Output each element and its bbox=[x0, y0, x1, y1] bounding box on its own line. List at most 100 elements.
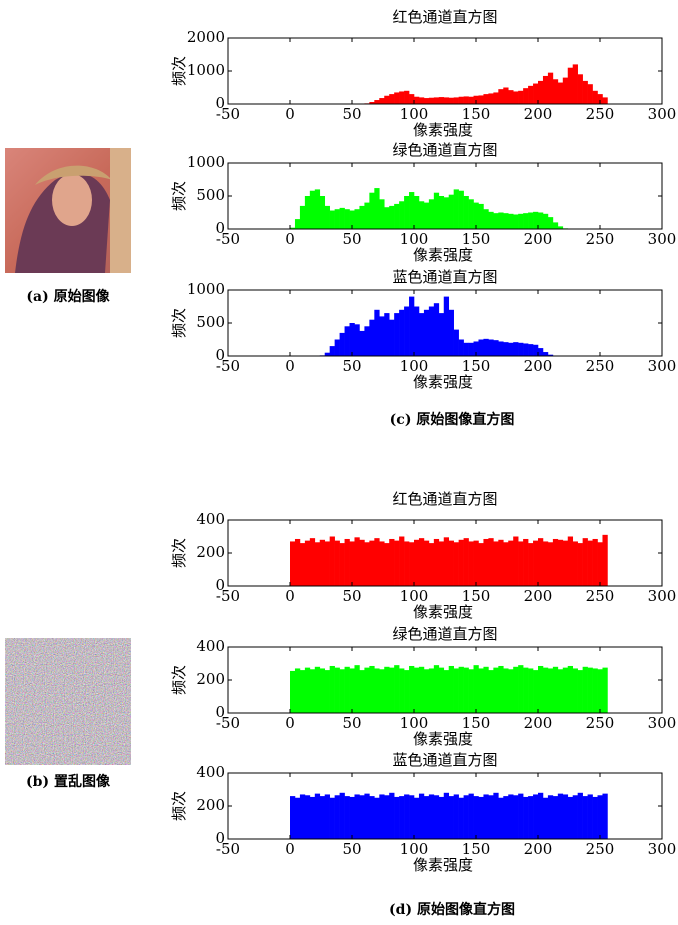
original-image bbox=[5, 148, 131, 273]
x-tick-label: 200 bbox=[524, 357, 553, 375]
x-axis-label: 像素强度 bbox=[413, 856, 473, 874]
bar bbox=[493, 92, 498, 104]
bar bbox=[345, 539, 350, 586]
x-tick-label: 300 bbox=[648, 230, 677, 248]
bar bbox=[518, 343, 523, 356]
scrambled-image bbox=[5, 638, 131, 765]
bar bbox=[384, 207, 389, 229]
bar bbox=[469, 794, 474, 839]
bar bbox=[538, 213, 543, 230]
bar bbox=[528, 86, 533, 104]
y-tick-label: 0 bbox=[215, 94, 225, 112]
bar bbox=[354, 794, 359, 839]
bar bbox=[583, 538, 588, 586]
bar bbox=[568, 666, 573, 713]
bar bbox=[523, 539, 528, 586]
bar bbox=[404, 91, 409, 104]
bar bbox=[483, 209, 488, 229]
bar bbox=[478, 797, 483, 839]
x-tick-label: 250 bbox=[586, 230, 615, 248]
bar bbox=[602, 97, 607, 104]
bar bbox=[394, 204, 399, 229]
bar bbox=[593, 539, 598, 586]
bar bbox=[315, 667, 320, 713]
bar bbox=[598, 795, 603, 839]
bar bbox=[320, 196, 325, 229]
bar bbox=[315, 794, 320, 839]
bar bbox=[459, 340, 464, 357]
bar bbox=[573, 64, 578, 104]
x-tick-label: 250 bbox=[586, 587, 615, 605]
bar bbox=[414, 97, 419, 104]
bar bbox=[379, 98, 384, 104]
bar bbox=[414, 307, 419, 357]
bar bbox=[330, 346, 335, 356]
x-tick-label: 200 bbox=[524, 714, 553, 732]
bar bbox=[320, 796, 325, 839]
x-tick-label: 300 bbox=[648, 105, 677, 123]
x-tick-label: 300 bbox=[648, 714, 677, 732]
bar bbox=[558, 540, 563, 586]
bar bbox=[588, 794, 593, 839]
bar bbox=[374, 798, 379, 839]
bar bbox=[454, 330, 459, 356]
bar bbox=[464, 96, 469, 104]
bar bbox=[464, 538, 469, 586]
bar bbox=[359, 795, 364, 839]
bar bbox=[310, 538, 315, 586]
caption: (b) 置乱图像 bbox=[26, 773, 111, 790]
bar bbox=[389, 539, 394, 586]
bar bbox=[295, 539, 300, 586]
bar bbox=[325, 206, 330, 229]
x-tick-label: 200 bbox=[524, 587, 553, 605]
bar bbox=[508, 669, 513, 713]
x-tick-label: 250 bbox=[586, 714, 615, 732]
bar bbox=[404, 794, 409, 839]
x-axis-label: 像素强度 bbox=[413, 121, 473, 139]
bar bbox=[488, 670, 493, 713]
bar bbox=[350, 323, 355, 356]
x-tick-label: 300 bbox=[648, 840, 677, 858]
bar bbox=[518, 91, 523, 104]
bar bbox=[300, 670, 305, 713]
bar bbox=[340, 208, 345, 229]
bar bbox=[469, 199, 474, 229]
chart-title: 蓝色通道直方图 bbox=[392, 268, 497, 286]
bar bbox=[439, 541, 444, 586]
bar bbox=[548, 542, 553, 586]
bar bbox=[464, 196, 469, 229]
bar bbox=[359, 206, 364, 229]
bar bbox=[508, 214, 513, 229]
bar bbox=[503, 796, 508, 839]
bar bbox=[404, 307, 409, 357]
bar bbox=[350, 541, 355, 586]
bar bbox=[414, 798, 419, 839]
y-axis-label: 频次 bbox=[170, 665, 188, 695]
bar bbox=[290, 671, 295, 713]
bar bbox=[330, 211, 335, 229]
bar bbox=[454, 97, 459, 104]
bar bbox=[553, 79, 558, 104]
bar bbox=[563, 668, 568, 713]
bar bbox=[359, 540, 364, 586]
bar bbox=[340, 333, 345, 356]
bar bbox=[523, 213, 528, 229]
caption: (c) 原始图像直方图 bbox=[390, 411, 515, 428]
bar bbox=[345, 209, 350, 229]
bar bbox=[578, 74, 583, 104]
bar bbox=[602, 535, 607, 586]
bar bbox=[523, 343, 528, 356]
bar bbox=[399, 537, 404, 587]
bar bbox=[369, 193, 374, 229]
bar bbox=[583, 667, 588, 713]
bar bbox=[503, 542, 508, 586]
bar bbox=[508, 90, 513, 104]
x-tick-label: 250 bbox=[586, 357, 615, 375]
bar bbox=[320, 540, 325, 586]
bar bbox=[538, 793, 543, 839]
bar bbox=[474, 665, 479, 713]
bar bbox=[483, 339, 488, 356]
bar bbox=[335, 795, 340, 839]
bar bbox=[543, 541, 548, 586]
